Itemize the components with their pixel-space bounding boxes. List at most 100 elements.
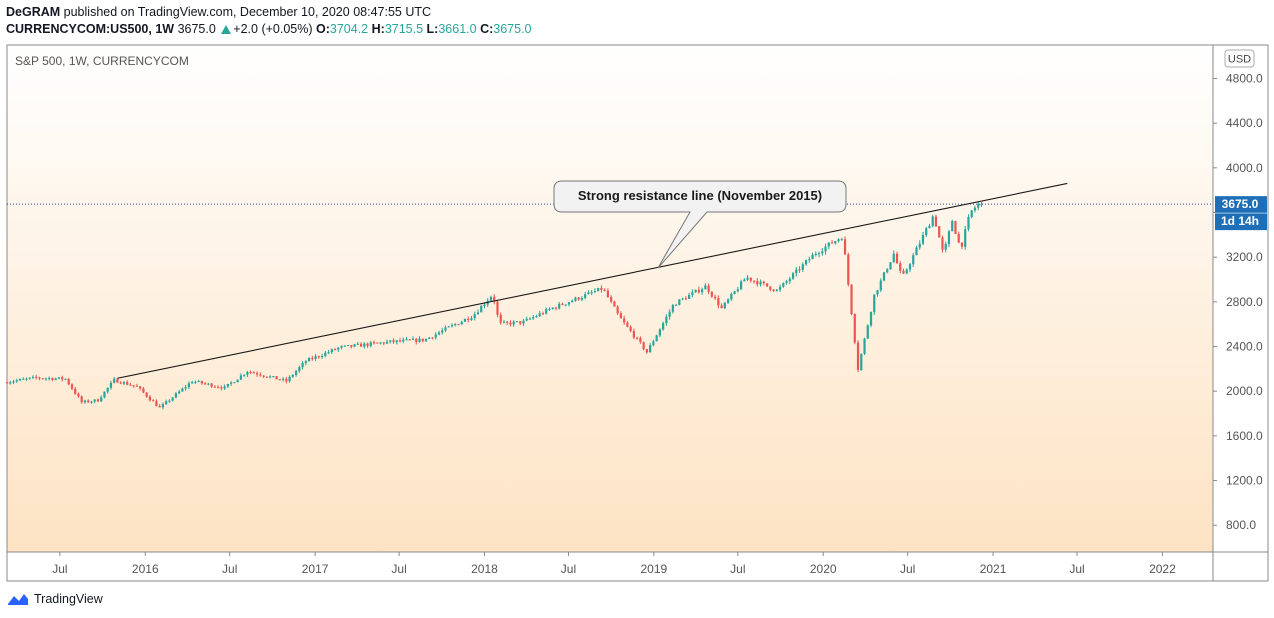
candle-body bbox=[694, 289, 697, 293]
candle-body bbox=[132, 385, 135, 387]
x-tick-label: 2017 bbox=[302, 562, 329, 576]
candle-body bbox=[892, 253, 895, 263]
candle-body bbox=[382, 342, 385, 344]
brand-name: TradingView bbox=[34, 592, 103, 606]
candle-body bbox=[538, 313, 541, 317]
candle-body bbox=[730, 293, 733, 300]
candle-body bbox=[804, 260, 808, 265]
candle-body bbox=[142, 388, 145, 393]
y-tick-label: 2400.0 bbox=[1226, 340, 1263, 354]
y-tick-label: 4400.0 bbox=[1226, 116, 1263, 130]
candle-body bbox=[912, 255, 915, 265]
candle-body bbox=[645, 349, 648, 353]
close-label: C: bbox=[480, 22, 494, 36]
candle-body bbox=[87, 400, 90, 403]
candle-body bbox=[402, 339, 405, 342]
candle-body bbox=[739, 281, 743, 290]
candle-body bbox=[765, 283, 769, 287]
symbol-label[interactable]: CURRENCYCOM:US500, 1W bbox=[6, 22, 175, 36]
candle-body bbox=[64, 378, 67, 380]
candle-body bbox=[970, 210, 973, 217]
candle-body bbox=[74, 388, 77, 394]
x-tick-label: 2021 bbox=[980, 562, 1007, 576]
candle-body bbox=[960, 242, 964, 247]
candle-body bbox=[951, 221, 954, 232]
candle-body bbox=[467, 318, 470, 320]
candle-body bbox=[886, 269, 889, 273]
candle-body bbox=[22, 378, 25, 380]
candle-body bbox=[385, 341, 389, 344]
candle-body bbox=[512, 321, 515, 325]
candle-body bbox=[129, 384, 132, 386]
candle-body bbox=[879, 280, 882, 291]
candle-body bbox=[863, 338, 866, 354]
candle-body bbox=[444, 327, 447, 331]
candle-body bbox=[587, 292, 590, 295]
candle-body bbox=[977, 204, 980, 208]
candle-body bbox=[194, 381, 197, 383]
resistance-trendline[interactable] bbox=[117, 182, 1068, 379]
candle-body bbox=[44, 378, 48, 380]
candle-body bbox=[701, 289, 704, 293]
annotation-callout[interactable]: Strong resistance line (November 2015) bbox=[553, 180, 847, 269]
candle-body bbox=[834, 241, 837, 244]
candle-body bbox=[821, 251, 824, 254]
candle-body bbox=[168, 400, 171, 402]
brand-footer[interactable]: TradingView bbox=[7, 592, 103, 606]
candle-body bbox=[226, 383, 229, 387]
candle-body bbox=[5, 382, 9, 384]
candle-body bbox=[759, 281, 762, 285]
candle-body bbox=[447, 326, 450, 328]
candle-body bbox=[122, 382, 126, 384]
candle-body bbox=[899, 263, 902, 271]
candle-body bbox=[532, 317, 535, 319]
candle-body bbox=[77, 393, 80, 397]
x-tick-label: Jul bbox=[222, 562, 237, 576]
candle-body bbox=[499, 314, 502, 323]
candle-body bbox=[496, 301, 499, 315]
candle-body bbox=[259, 374, 262, 376]
candle-body bbox=[230, 382, 233, 384]
candle-body bbox=[54, 378, 57, 380]
plot-area[interactable] bbox=[7, 45, 1213, 552]
candle-body bbox=[389, 340, 392, 342]
currency-box[interactable] bbox=[1224, 49, 1255, 68]
candle-body bbox=[288, 376, 291, 382]
candle-body bbox=[158, 406, 161, 408]
candle-body bbox=[25, 378, 28, 380]
callout-bubble[interactable] bbox=[553, 180, 847, 269]
candle-body bbox=[457, 324, 460, 326]
symbol-info: CURRENCYCOM:US500, 1W 3675.0 +2.0 (+0.05… bbox=[6, 22, 532, 36]
candle-body bbox=[850, 284, 853, 315]
candle-body bbox=[593, 291, 597, 293]
y-tick-label: 800.0 bbox=[1226, 518, 1256, 532]
candle-body bbox=[294, 371, 298, 375]
candle-body bbox=[853, 314, 856, 343]
candle-body bbox=[421, 338, 424, 342]
last-price: 3675.0 bbox=[177, 22, 216, 36]
x-tick-label: Jul bbox=[561, 562, 576, 576]
candle-body bbox=[359, 343, 363, 347]
candle-body bbox=[317, 356, 320, 358]
tradingview-logo-icon bbox=[8, 594, 28, 605]
candle-body bbox=[606, 290, 610, 298]
candle-body bbox=[41, 378, 44, 380]
candle-body bbox=[236, 379, 239, 383]
candle-body bbox=[470, 318, 473, 320]
publish-text: published on TradingView.com, December 1… bbox=[63, 5, 432, 19]
candle-body bbox=[476, 312, 480, 315]
candle-body bbox=[246, 371, 249, 375]
candle-body bbox=[437, 332, 441, 335]
candle-body bbox=[649, 345, 652, 353]
candle-body bbox=[350, 345, 353, 347]
candle-body bbox=[571, 300, 574, 303]
candle-body bbox=[204, 383, 207, 385]
x-tick-label: Jul bbox=[52, 562, 67, 576]
candle-body bbox=[70, 384, 74, 389]
author-name[interactable]: DeGRAM bbox=[6, 5, 61, 19]
candle-body bbox=[298, 367, 301, 372]
close-value: 3675.0 bbox=[493, 22, 532, 36]
open-value: 3704.2 bbox=[329, 22, 369, 36]
candle-body bbox=[944, 243, 947, 250]
